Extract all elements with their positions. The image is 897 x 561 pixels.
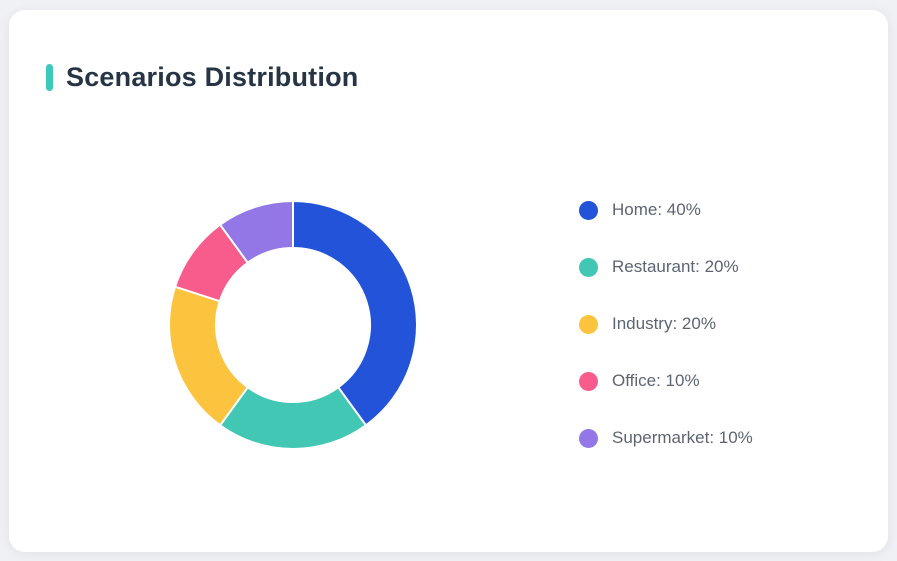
legend-label-office: Office: 10% [612, 371, 700, 390]
legend-label-supermarket: Supermarket: 10% [612, 428, 753, 447]
legend-label-restaurant: Restaurant: 20% [612, 257, 739, 276]
legend-dot-office [579, 371, 598, 391]
legend-item-home[interactable]: Home: 40% [579, 200, 753, 220]
donut-chart[interactable] [163, 195, 423, 455]
card-header: Scenarios Distribution [46, 62, 358, 93]
legend-dot-home [579, 200, 598, 220]
legend-item-industry[interactable]: Industry: 20% [579, 314, 753, 334]
legend-dot-industry [579, 314, 598, 334]
legend-label-industry: Industry: 20% [612, 314, 716, 333]
donut-slice-industry[interactable] [168, 285, 249, 427]
donut-slice-supermarket[interactable] [219, 200, 294, 264]
scenarios-distribution-card: Scenarios Distribution Home: 40% Restaura… [9, 10, 888, 552]
title-accent-bar [46, 64, 53, 92]
legend-dot-supermarket [579, 428, 598, 448]
legend-label-home: Home: 40% [612, 200, 701, 219]
legend-dot-restaurant [579, 257, 598, 277]
legend-item-supermarket[interactable]: Supermarket: 10% [579, 428, 753, 448]
legend-item-office[interactable]: Office: 10% [579, 371, 753, 391]
card-title: Scenarios Distribution [66, 62, 359, 92]
legend: Home: 40% Restaurant: 20% Industry: 20% Off… [579, 200, 753, 485]
legend-item-restaurant[interactable]: Restaurant: 20% [579, 257, 753, 277]
donut-slice-home[interactable] [292, 200, 418, 427]
